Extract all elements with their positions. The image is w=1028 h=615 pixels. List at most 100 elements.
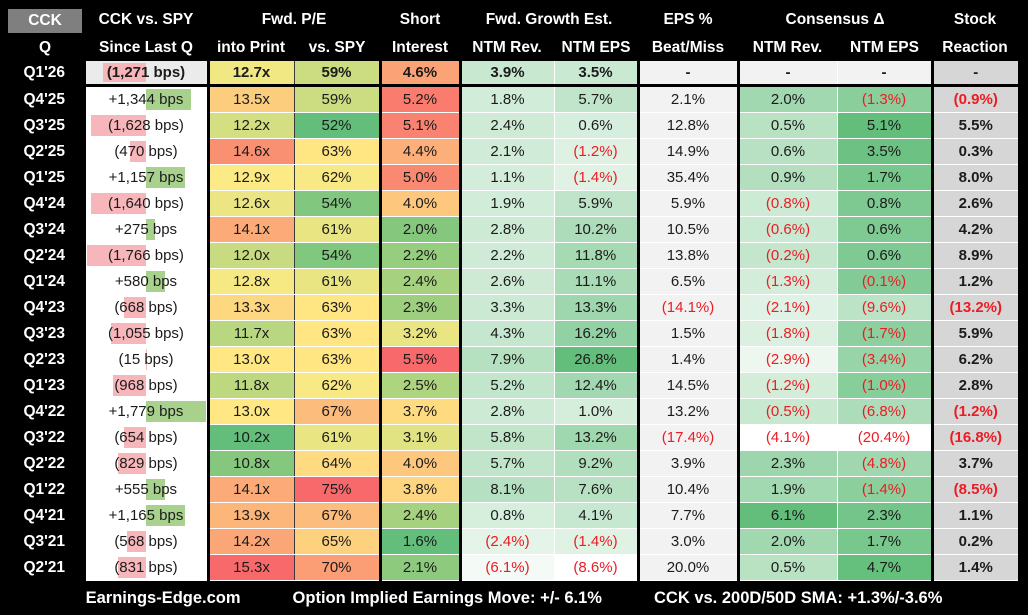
cell-pe_spy: 63%	[293, 346, 380, 373]
cell-pe_print: 13.9x	[206, 502, 294, 529]
cell-pe_spy: 61%	[293, 268, 380, 295]
cell-since: +1,157 bps	[82, 164, 208, 191]
cell-stock: (8.5%)	[930, 476, 1018, 503]
cell-value: Q4'24	[23, 194, 66, 212]
cell-value: (1.2%)	[765, 377, 811, 394]
cell-value: (0.2%)	[765, 247, 811, 264]
cell-eps_bm: 35.4%	[636, 164, 738, 191]
cell-value: 2.3%	[866, 507, 902, 524]
cell-value: 7.6%	[578, 481, 613, 498]
cell-c_rev: (2.1%)	[736, 294, 837, 321]
cell-stock: 6.2%	[930, 346, 1018, 373]
col-header-cons-ntm-eps: NTM EPS	[837, 35, 932, 61]
col-group-stock: Stock	[932, 5, 1018, 35]
cell-value: 10.8x	[233, 455, 270, 472]
cell-value: 2.6%	[490, 273, 525, 290]
cell-eps_bm: 14.5%	[636, 372, 738, 399]
cell-value: +555 bps	[114, 481, 178, 498]
cell-c_eps: (6.8%)	[836, 398, 932, 425]
cell-c_rev: 1.9%	[736, 476, 837, 503]
cell-value: 6.1%	[770, 507, 806, 524]
header-group-row: CCK CCK vs. SPY Fwd. P/E Short Fwd. Grow…	[6, 5, 1018, 35]
cell-value: 11.7x	[233, 325, 270, 342]
cell-stock: (1.2%)	[930, 398, 1018, 425]
cell-value: 13.5x	[233, 91, 270, 108]
cell-value: 3.8%	[402, 481, 438, 498]
cell-c_eps: -	[836, 61, 932, 87]
cell-short: 5.1%	[378, 112, 460, 139]
cell-value: 13.0x	[233, 403, 270, 420]
cell-c_rev: (0.6%)	[736, 216, 837, 243]
cell-eps_bm: 10.5%	[636, 216, 738, 243]
negative-databar	[130, 141, 146, 162]
cell-short: 3.8%	[378, 476, 460, 503]
cell-value: +1,165 bps	[108, 507, 184, 524]
cell-since: +555 bps	[82, 476, 208, 503]
cell-pe_print: 14.6x	[206, 138, 294, 165]
negative-databar	[103, 63, 146, 82]
negative-databar	[87, 245, 146, 266]
cell-value: 2.8%	[490, 403, 525, 420]
table-row: Q2'23 (15 bps) 13.0x 63% 5.5% 7.9% 26.8% 1.4% (2…	[6, 346, 1018, 373]
cell-stock: (16.8%)	[930, 424, 1018, 451]
cell-pe_print: 15.3x	[206, 554, 294, 581]
cell-stock: 0.3%	[930, 138, 1018, 165]
cell-value: 64%	[321, 455, 352, 472]
cell-g_eps: 13.3%	[553, 294, 638, 321]
positive-databar	[146, 89, 192, 110]
cell-value: 63%	[321, 325, 352, 342]
cell-c_eps: 0.6%	[836, 242, 932, 269]
cell-value: -	[785, 64, 791, 81]
cell-value: +1,779 bps	[108, 403, 184, 420]
cell-pe_print: 14.1x	[206, 476, 294, 503]
cell-c_eps: 0.6%	[836, 216, 932, 243]
cell-c_eps: (1.3%)	[836, 85, 932, 113]
cell-value: 13.3%	[574, 299, 617, 316]
cell-value: 1.7%	[866, 169, 902, 186]
cell-value: 0.6%	[866, 221, 902, 238]
cell-eps_bm: 6.5%	[636, 268, 738, 295]
table-row: Q1'22 +555 bps 14.1x 75% 3.8% 8.1% 7.6% 10.4% 1.…	[6, 476, 1018, 503]
cell-q: Q1'25	[6, 164, 84, 191]
cell-short: 2.0%	[378, 216, 460, 243]
cell-value: 13.2%	[666, 403, 710, 420]
cell-value: (968 bps)	[114, 377, 178, 394]
cell-value: 3.2%	[402, 325, 438, 342]
cell-since: +1,344 bps	[82, 85, 208, 113]
cell-pe_spy: 54%	[293, 190, 380, 217]
cell-short: 5.0%	[378, 164, 460, 191]
cell-value: 12.8x	[233, 273, 270, 290]
cell-eps_bm: 20.0%	[636, 554, 738, 581]
cell-value: (15 bps)	[118, 351, 174, 368]
table-row: Q2'21 (831 bps) 15.3x 70% 2.1% (6.1%) (8.6%) 20…	[6, 554, 1018, 581]
cell-g_eps: 10.2%	[553, 216, 638, 243]
cell-value: 3.9%	[490, 64, 525, 81]
cell-value: 3.5%	[578, 64, 613, 81]
cell-c_eps: 0.8%	[836, 190, 932, 217]
estimate-row: Q1'26 (1,271 bps) 12.7x 59% 4.6% 3.9% 3.5% - - - -	[6, 61, 1018, 87]
cell-q: Q3'25	[6, 112, 84, 139]
table-row: Q4'23 (668 bps) 13.3x 63% 2.3% 3.3% 13.3% (14.1…	[6, 294, 1018, 321]
col-group-growth-est: Fwd. Growth Est.	[460, 5, 638, 35]
cell-value: (0.6%)	[765, 221, 811, 238]
cell-value: (1,271 bps)	[106, 64, 186, 81]
cell-value: 11.8%	[574, 247, 617, 264]
cell-c_eps: (20.4%)	[836, 424, 932, 451]
cell-value: 11.8x	[233, 377, 270, 394]
cell-value: (13.2%)	[949, 299, 1003, 316]
cell-value: 2.3%	[770, 455, 806, 472]
cell-value: 52%	[321, 117, 352, 134]
cell-value: 62%	[321, 169, 352, 186]
cell-eps_bm: 3.9%	[636, 450, 738, 477]
cell-value: 2.4%	[402, 273, 438, 290]
cell-value: 3.5%	[866, 143, 902, 160]
cell-value: 59%	[321, 64, 352, 81]
cell-value: 2.4%	[402, 507, 438, 524]
cell-c_rev: (0.2%)	[736, 242, 837, 269]
table-body: Q1'26 (1,271 bps) 12.7x 59% 4.6% 3.9% 3.5% - - - -…	[6, 61, 1018, 581]
cell-stock: (13.2%)	[930, 294, 1018, 321]
table-row: Q4'21 +1,165 bps 13.9x 67% 2.4% 0.8% 4.1% 7.7% 6…	[6, 502, 1018, 529]
table-row: Q4'24 (1,640 bps) 12.6x 54% 4.0% 1.9% 5.9% 5.9%…	[6, 190, 1018, 217]
cell-g_rev: 5.7%	[458, 450, 554, 477]
table-row: Q1'23 (968 bps) 11.8x 62% 2.5% 5.2% 12.4% 14.5%…	[6, 372, 1018, 399]
